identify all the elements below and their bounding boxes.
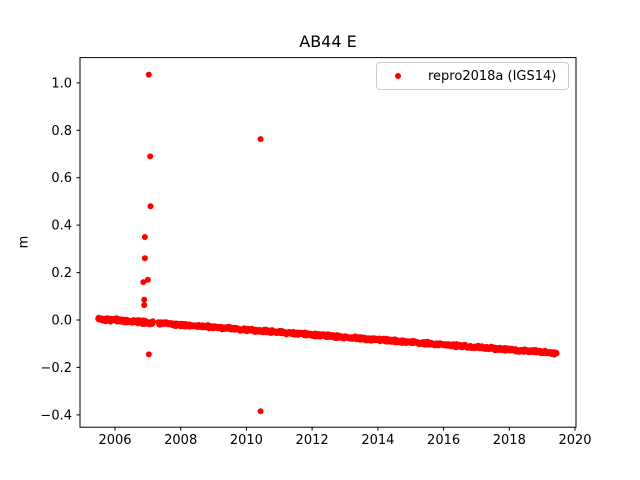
y-tick-label: 1.0 (51, 76, 72, 91)
scatter-outlier-point (140, 279, 147, 286)
y-axis-label: m (16, 235, 32, 249)
scatter-outlier-point (257, 408, 264, 415)
y-tick-label: 0.0 (51, 314, 72, 329)
scatter-outlier-point (141, 234, 148, 240)
scatter-outlier-point (257, 136, 264, 143)
x-tick-label: 2014 (361, 433, 394, 448)
chart-title: AB44 E (299, 32, 357, 51)
y-tick-label: 0.8 (51, 124, 72, 139)
y-tick-label: −0.4 (40, 408, 72, 423)
x-tick-label: 2016 (427, 433, 460, 448)
x-tick-label: 2012 (296, 433, 329, 448)
scatter-outlier-point (147, 203, 154, 210)
scatter-outlier-point (141, 302, 148, 309)
axes-frame (79, 57, 577, 428)
scatter-outlier-point (147, 153, 154, 160)
x-tick-label: 2006 (98, 433, 131, 448)
y-tick-label: −0.2 (40, 361, 72, 376)
x-tick-label: 2020 (558, 433, 591, 448)
scatter-outlier-point (145, 351, 152, 358)
scatter-outlier-point (145, 71, 152, 78)
x-tick-label: 2008 (164, 433, 197, 448)
x-tick-label: 2018 (493, 433, 526, 448)
y-tick-label: 0.6 (51, 171, 72, 186)
scatter-outlier-point (141, 255, 148, 262)
y-tick-label: 0.2 (51, 266, 72, 281)
legend-marker-icon (395, 73, 401, 79)
scatter-outlier-point (144, 276, 151, 283)
scatter-point (149, 318, 156, 325)
y-tick-label: 0.4 (51, 219, 72, 234)
x-tick-label: 2010 (230, 433, 263, 448)
scatter-point (553, 350, 560, 357)
legend-label: repro2018a (IGS14) (428, 68, 557, 84)
scatter-outlier-point (141, 296, 148, 303)
legend-box: repro2018a (IGS14) (376, 62, 569, 90)
